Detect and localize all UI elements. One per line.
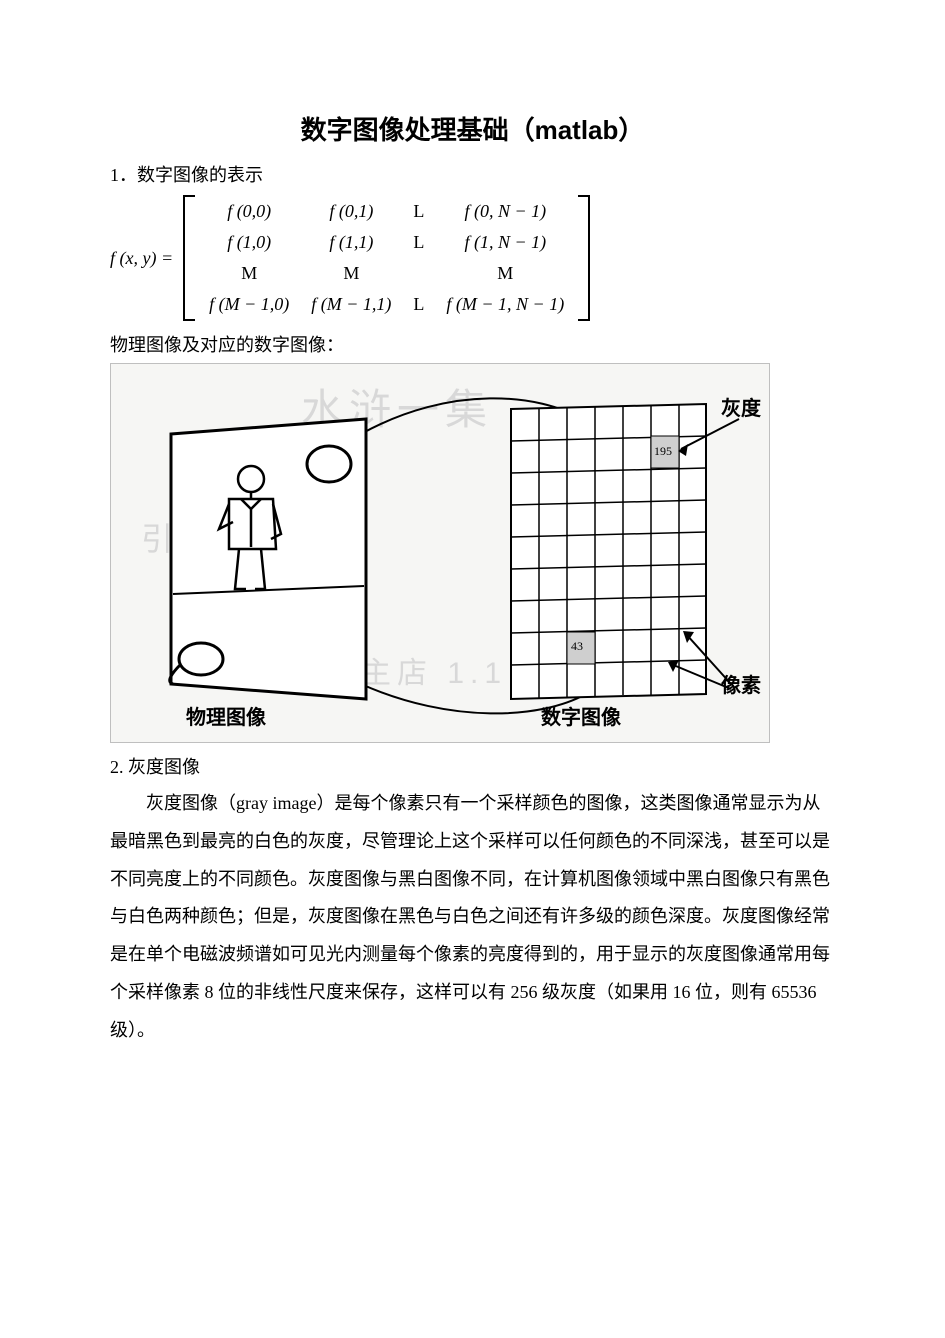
matrix-cell: f (0, N − 1) [446,201,564,222]
matrix-cell: M [446,263,564,284]
matrix-cell: f (1,0) [209,232,289,253]
figure-caption: 物理图像及对应的数字图像： [110,331,835,357]
matrix-cell: f (1,1) [311,232,391,253]
matrix-grid: f (0,0) f (0,1) L f (0, N − 1) f (1,0) f… [195,195,578,321]
label-digital: 数字图像 [541,701,621,730]
figure-svg [111,364,771,744]
grid-cell-value: 43 [571,639,583,654]
figure-physical-vs-digital: 水浒一集 引燃其为贺 主店 1.1 [110,363,770,743]
left-bracket-icon [183,195,195,321]
section-2-paragraph: 灰度图像（gray image）是每个像素只有一个采样颜色的图像，这类图像通常显… [110,785,835,1050]
label-gray: 灰度 [721,392,761,421]
matrix-cell: L [413,201,424,222]
matrix-cell: f (0,0) [209,201,289,222]
matrix-cell: f (M − 1, N − 1) [446,294,564,315]
label-physical: 物理图像 [186,701,266,730]
matrix-cell: f (M − 1,0) [209,294,289,315]
label-pixel: 像素 [721,669,761,698]
matrix-cell: L [413,232,424,253]
matrix-body: f (0,0) f (0,1) L f (0, N − 1) f (1,0) f… [183,195,590,321]
matrix-lhs: f (x, y) = [110,248,173,269]
matrix-cell: M [311,263,391,284]
matrix-cell: f (0,1) [311,201,391,222]
right-bracket-icon [578,195,590,321]
matrix-cell [413,263,424,284]
matrix-equation: f (x, y) = f (0,0) f (0,1) L f (0, N − 1… [110,195,835,321]
section-2-heading: 2. 灰度图像 [110,753,835,779]
matrix-cell: L [413,294,424,315]
matrix-cell: M [209,263,289,284]
matrix-cell: f (1, N − 1) [446,232,564,253]
page-title: 数字图像处理基础（matlab） [110,110,835,147]
matrix-cell: f (M − 1,1) [311,294,391,315]
section-1-heading: 1．数字图像的表示 [110,161,835,187]
grid-cell-value: 195 [654,444,672,459]
